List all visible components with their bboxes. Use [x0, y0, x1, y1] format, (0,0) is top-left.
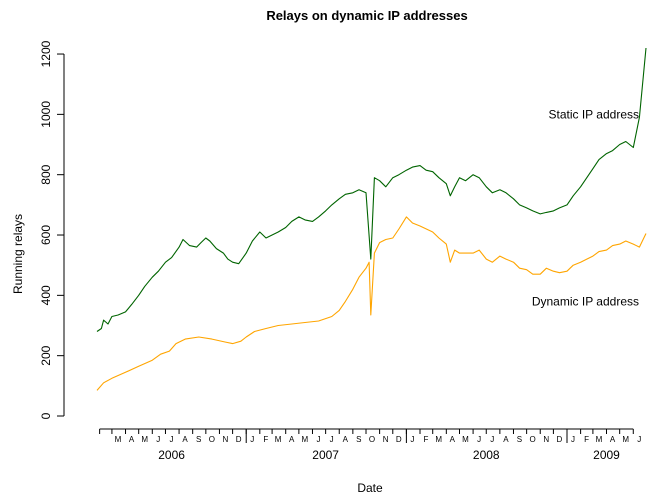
y-tick-label: 800	[39, 164, 53, 184]
x-month-label: D	[236, 435, 242, 444]
x-month-label: A	[503, 435, 509, 444]
x-month-label: S	[517, 435, 522, 444]
x-month-label: F	[584, 435, 589, 444]
y-tick-label: 200	[39, 345, 53, 365]
x-month-label: A	[610, 435, 616, 444]
x-month-label: O	[530, 435, 536, 444]
series-line	[96, 216, 647, 391]
x-month-label: M	[275, 435, 282, 444]
series-annotation: Dynamic IP address	[532, 294, 639, 308]
x-month-label: J	[330, 435, 334, 444]
x-month-label: A	[129, 435, 135, 444]
x-month-label: M	[462, 435, 469, 444]
x-month-label: A	[343, 435, 349, 444]
x-month-label: N	[543, 435, 549, 444]
chart-title: Relays on dynamic IP addresses	[266, 8, 467, 23]
annotation-layer: Static IP address Dynamic IP address	[532, 107, 639, 308]
x-month-label: M	[596, 435, 603, 444]
x-month-label: J	[490, 435, 494, 444]
x-month-label: J	[571, 435, 575, 444]
x-month-label: F	[263, 435, 268, 444]
x-month-label: M	[435, 435, 442, 444]
x-month-label: M	[141, 435, 148, 444]
y-axis-label: Running relays	[11, 214, 25, 294]
x-month-label: F	[424, 435, 429, 444]
x-month-label: J	[477, 435, 481, 444]
x-month-label: D	[396, 435, 402, 444]
series-line	[96, 47, 647, 332]
x-month-label: J	[169, 435, 173, 444]
x-month-label: J	[410, 435, 414, 444]
x-year-label: 2008	[473, 448, 500, 462]
x-month-label: J	[156, 435, 160, 444]
y-tick-label: 400	[39, 285, 53, 305]
x-year-label: 2007	[312, 448, 339, 462]
x-month-label: S	[196, 435, 201, 444]
y-tick-label: 1000	[39, 101, 53, 128]
series-layer	[96, 47, 647, 391]
x-month-label: M	[302, 435, 309, 444]
x-month-label: O	[209, 435, 215, 444]
y-tick-label: 1200	[39, 40, 53, 67]
x-month-label: J	[316, 435, 320, 444]
y-tick-label: 0	[39, 412, 53, 419]
x-month-label: A	[289, 435, 295, 444]
x-year-label: 2009	[593, 448, 620, 462]
x-month-label: A	[182, 435, 188, 444]
x-month-label: J	[637, 435, 641, 444]
x-month-label: A	[450, 435, 456, 444]
x-axis-label: Date	[357, 481, 383, 495]
x-month-label: D	[557, 435, 563, 444]
x-month-label: M	[115, 435, 122, 444]
x-month-label: J	[250, 435, 254, 444]
series-annotation: Static IP address	[549, 107, 640, 121]
x-month-label: N	[383, 435, 389, 444]
y-axis: 0 200 400 600 800 1000 1200	[39, 40, 65, 419]
y-tick-label: 600	[39, 225, 53, 245]
x-month-label: N	[223, 435, 229, 444]
x-month-label: O	[369, 435, 375, 444]
x-year-label: 2006	[158, 448, 185, 462]
x-month-label: S	[356, 435, 361, 444]
x-month-label: M	[622, 435, 629, 444]
